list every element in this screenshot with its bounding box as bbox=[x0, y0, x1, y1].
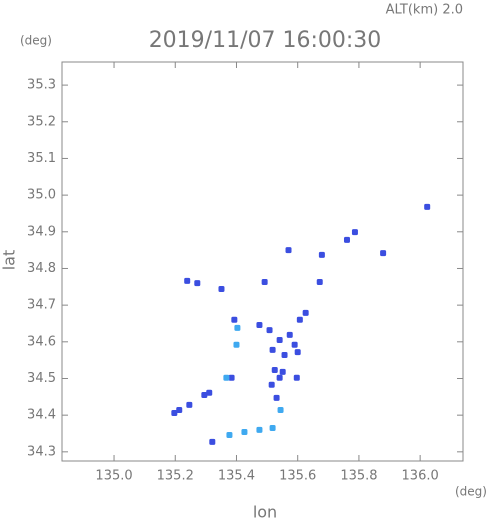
y-tick-label: 35.0 bbox=[27, 188, 56, 203]
echo-point bbox=[206, 389, 213, 396]
echo-point bbox=[276, 336, 283, 343]
y-tick-label: 34.5 bbox=[27, 371, 56, 386]
y-tick-label: 34.7 bbox=[27, 298, 56, 313]
echo-point bbox=[281, 352, 288, 359]
plot-frame bbox=[61, 61, 464, 462]
echo-point bbox=[271, 367, 278, 374]
echo-point bbox=[343, 236, 350, 243]
echo-point bbox=[296, 316, 303, 323]
y-tick-label: 35.2 bbox=[27, 114, 56, 129]
echo-point bbox=[273, 394, 280, 401]
echo-point bbox=[201, 391, 208, 398]
x-tick-label: 135.8 bbox=[340, 469, 377, 484]
echo-point bbox=[276, 374, 283, 381]
echo-point bbox=[351, 229, 358, 236]
echo-point bbox=[277, 407, 284, 414]
echo-point bbox=[316, 279, 323, 286]
echo-point bbox=[302, 309, 309, 316]
echo-point bbox=[424, 203, 431, 210]
echo-point bbox=[209, 438, 216, 445]
x-unit: (deg) bbox=[455, 485, 487, 499]
x-tick-label: 136.0 bbox=[402, 469, 439, 484]
y-tick-label: 35.1 bbox=[27, 151, 56, 166]
y-tick-label: 34.3 bbox=[27, 444, 56, 459]
echo-point bbox=[293, 374, 300, 381]
echo-point bbox=[171, 409, 178, 416]
echo-point bbox=[286, 331, 293, 338]
echo-point bbox=[269, 346, 276, 353]
echo-point bbox=[291, 341, 298, 348]
y-unit: (deg) bbox=[20, 34, 52, 48]
echo-point bbox=[285, 247, 292, 254]
echo-point bbox=[234, 324, 241, 331]
altitude-label: ALT(km) 2.0 bbox=[386, 3, 463, 18]
echo-point bbox=[318, 251, 325, 258]
x-tick-label: 135.4 bbox=[218, 469, 255, 484]
x-tick-label: 135.0 bbox=[95, 469, 132, 484]
echo-point bbox=[269, 424, 276, 431]
echo-point bbox=[261, 279, 268, 286]
y-tick-label: 34.8 bbox=[27, 261, 56, 276]
echo-point bbox=[233, 341, 240, 348]
echo-point bbox=[380, 250, 387, 257]
echo-point bbox=[294, 349, 301, 356]
y-tick-label: 34.6 bbox=[27, 334, 56, 349]
y-tick-label: 34.9 bbox=[27, 224, 56, 239]
echo-point bbox=[256, 321, 263, 328]
chart-title: 2019/11/07 16:00:30 bbox=[149, 28, 382, 53]
echo-point bbox=[184, 277, 191, 284]
echo-point bbox=[256, 426, 263, 433]
echo-point bbox=[176, 407, 183, 414]
echo-point bbox=[279, 368, 286, 375]
y-tick-label: 34.4 bbox=[27, 408, 56, 423]
x-tick-label: 135.6 bbox=[279, 469, 316, 484]
x-axis-label: lon bbox=[253, 503, 277, 521]
echo-point bbox=[241, 429, 248, 436]
echo-point bbox=[194, 280, 201, 287]
echo-point bbox=[223, 374, 230, 381]
x-tick-label: 135.2 bbox=[157, 469, 194, 484]
echo-point bbox=[268, 381, 275, 388]
echo-point bbox=[226, 431, 233, 438]
echo-point bbox=[228, 374, 235, 381]
echo-point bbox=[231, 316, 238, 323]
echo-point bbox=[186, 401, 193, 408]
echo-point bbox=[218, 286, 225, 293]
y-tick-label: 35.3 bbox=[27, 78, 56, 93]
echo-point bbox=[266, 327, 273, 334]
y-axis-label: lat bbox=[0, 250, 19, 271]
